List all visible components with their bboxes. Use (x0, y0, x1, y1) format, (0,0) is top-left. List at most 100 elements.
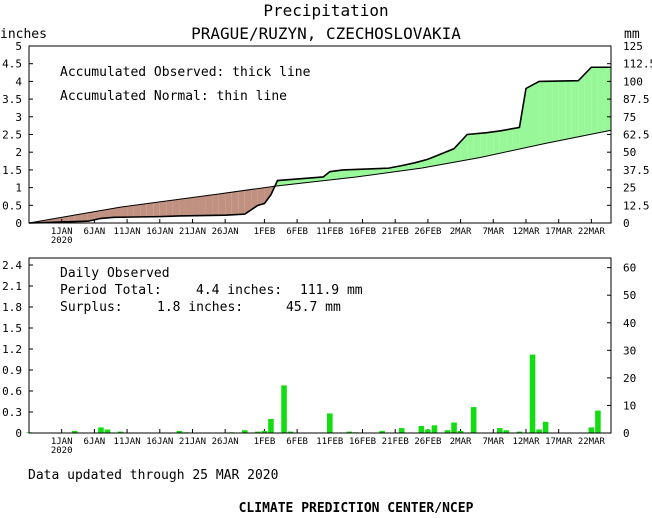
y-tick-label: 0 (15, 427, 22, 440)
surplus-fill (597, 67, 605, 133)
x-tick-label: 17MAR (545, 227, 573, 237)
x-tick-label: 16JAN (146, 227, 173, 237)
surplus-fill (303, 177, 311, 183)
x-tick-label: 6JAN (84, 437, 106, 447)
y2-tick-label: 30 (623, 344, 636, 357)
x-tick-label: 6FEB (286, 437, 308, 447)
x-tick-label: 7MAR (482, 437, 504, 447)
x-year-label: 2020 (51, 236, 73, 246)
y-tick-label: 0 (15, 217, 22, 230)
deficit-fill (74, 213, 82, 222)
deficit-fill (205, 194, 213, 216)
daily-bar (287, 431, 294, 433)
deficit-fill (212, 193, 219, 216)
daily-bar (398, 428, 405, 433)
deficit-fill (166, 200, 173, 217)
surplus-fill (297, 178, 304, 184)
y2-tick-label: 40 (623, 317, 636, 330)
surplus-mm: 45.7 mm (286, 300, 341, 315)
deficit-fill (94, 210, 101, 220)
daily-bar (327, 413, 333, 433)
deficit-fill (225, 192, 232, 216)
daily-bar (379, 430, 385, 433)
chart-title: Precipitation (263, 1, 388, 20)
deficit-fill (199, 195, 206, 216)
y-tick-label: 0.3 (2, 406, 22, 419)
surplus-fill (336, 169, 343, 180)
x-tick-label: 21FEB (382, 437, 409, 447)
deficit-fill (127, 205, 134, 218)
x-tick-label: 7MAR (482, 227, 504, 237)
y2-tick-label: 87.5 (623, 93, 650, 106)
deficit-fill (61, 216, 69, 222)
credit-line: CLIMATE PREDICTION CENTER/NCEP (239, 501, 474, 516)
x-tick-label: 1FEB (254, 437, 276, 447)
daily-bar (242, 430, 248, 433)
bottom-plot-frame (28, 257, 612, 434)
surplus-fill (506, 128, 513, 152)
deficit-fill (146, 202, 154, 217)
deficit-fill (114, 207, 121, 218)
x-tick-label: 21FEB (382, 227, 409, 237)
deficit-fill (238, 190, 245, 215)
y-tick-label: 3.5 (2, 93, 22, 106)
y-tick-label: 4 (15, 75, 22, 88)
surplus-fill (473, 133, 481, 159)
daily-bar (104, 429, 111, 433)
daily-bar (425, 429, 431, 433)
y-tick-label: 1 (15, 182, 22, 195)
y-tick-label: 1.5 (2, 322, 22, 335)
y2-tick-label: 10 (623, 399, 636, 412)
deficit-fill (81, 212, 88, 222)
y2-tick-label: 75 (623, 111, 636, 124)
data-updated-note: Data updated through 25 MAR 2020 (28, 468, 278, 483)
y2-tick-label: 112.5 (623, 58, 652, 71)
observed-line (28, 66, 611, 224)
surplus-fill (342, 169, 350, 179)
x-tick-label: 16FEB (349, 437, 376, 447)
y-tick-label: 0.5 (2, 199, 22, 212)
y-tick-label: 2.4 (2, 259, 22, 272)
accumulated-panel: 0 00.5 12.51 251.5 37.52 502.5 62.53 753.5 87.54… (2, 40, 652, 246)
daily-bar (444, 430, 451, 433)
daily-bar (470, 407, 477, 433)
daily-bar (588, 427, 595, 433)
daily-bar (595, 410, 601, 433)
deficit-fill (100, 209, 108, 219)
deficit-fill (251, 188, 258, 210)
surplus-fill (552, 81, 559, 143)
surplus-fill (519, 88, 526, 150)
x-year-label: 2020 (51, 446, 73, 456)
x-tick-label: 11FEB (316, 437, 343, 447)
surplus-fill (447, 148, 455, 164)
right-unit-label: mm (624, 27, 640, 42)
surplus-fill (532, 81, 540, 147)
x-tick-label: 21JAN (179, 437, 206, 447)
total-label: Period Total: (60, 283, 162, 298)
surplus-fill (382, 168, 389, 174)
deficit-fill (192, 196, 200, 216)
daily-heading: Daily Observed (60, 266, 170, 281)
x-tick-label: 1FEB (254, 227, 276, 237)
y2-tick-label: 125 (623, 40, 643, 53)
y-tick-label: 2 (15, 146, 22, 159)
x-tick-label: 16FEB (349, 227, 376, 237)
y2-tick-label: 60 (623, 262, 636, 275)
y2-tick-label: 50 (623, 289, 636, 302)
surplus-fill (362, 168, 370, 177)
daily-bar (176, 430, 183, 433)
surplus-fill (369, 168, 376, 176)
y2-tick-label: 12.5 (623, 199, 650, 212)
surplus-fill (329, 170, 337, 180)
daily-bar (516, 431, 523, 433)
daily-bar (542, 421, 549, 433)
x-tick-label: 11FEB (316, 227, 343, 237)
legend-observed: Accumulated Observed: thick line (60, 65, 311, 80)
deficit-fill (185, 197, 193, 216)
deficit-fill (264, 186, 271, 204)
surplus-fill (512, 127, 520, 151)
surplus-fill (480, 132, 487, 158)
x-tick-label: 2MAR (450, 437, 472, 447)
x-tick-label: 21JAN (179, 227, 206, 237)
